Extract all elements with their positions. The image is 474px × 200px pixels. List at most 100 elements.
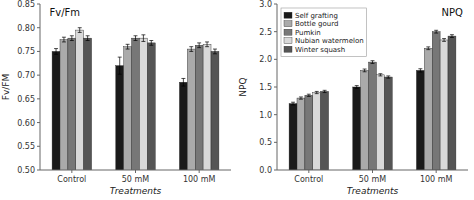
- legend-swatch: [284, 46, 292, 52]
- y-tick-label: 0.85: [17, 0, 35, 9]
- bar: [124, 47, 132, 170]
- x-tick-label: 50 mM: [359, 175, 387, 184]
- y-tick-label: 0.60: [17, 119, 35, 128]
- error-bar: [371, 61, 375, 64]
- bar: [139, 38, 147, 170]
- legend-swatch: [284, 21, 292, 27]
- bar: [432, 32, 440, 170]
- error-bar: [386, 76, 390, 78]
- x-axis-label: Treatments: [347, 186, 399, 196]
- y-tick-label: 0.65: [17, 95, 35, 104]
- x-tick: [199, 170, 200, 173]
- y-axis-line: [277, 4, 278, 170]
- error-bar: [78, 28, 82, 33]
- chart-panel: 0.0 0.5 1.0 1.5 2.0 2.5 3.0 NPQ Control 50 mM 100 …: [238, 0, 468, 196]
- bar: [369, 62, 377, 170]
- y-tick-label: 0.5: [259, 138, 272, 147]
- error-bar: [62, 37, 66, 42]
- bar: [132, 38, 140, 170]
- y-tick-label: 0.75: [17, 47, 35, 56]
- y-tick-label: 0.70: [17, 71, 35, 80]
- error-bar: [54, 49, 58, 55]
- bar: [76, 30, 84, 170]
- bar: [203, 44, 211, 170]
- y-tick-label: 0.50: [17, 166, 35, 175]
- bar: [195, 45, 203, 170]
- y-axis-label: Fv/FM: [1, 74, 11, 100]
- x-tick-label: Control: [57, 175, 86, 184]
- error-bar: [426, 47, 430, 50]
- legend-label: Winter squash: [295, 46, 345, 54]
- bar: [424, 48, 432, 170]
- x-tick: [71, 170, 72, 173]
- bar: [187, 49, 195, 170]
- bar: [440, 40, 448, 170]
- x-tick-label: 100 mM: [420, 175, 453, 184]
- error-bar: [323, 90, 327, 92]
- error-bar: [118, 57, 122, 74]
- plot-area: [52, 28, 219, 170]
- x-tick: [308, 170, 309, 173]
- error-bar: [299, 97, 303, 99]
- bar: [353, 87, 361, 170]
- y-tick-label: 1.5: [259, 83, 272, 92]
- bar: [376, 75, 384, 170]
- error-bar: [149, 41, 153, 46]
- bar: [321, 91, 329, 170]
- bar: [384, 77, 392, 170]
- bar: [60, 40, 68, 170]
- error-bar: [450, 35, 454, 38]
- error-bar: [189, 47, 193, 52]
- y-axis-line: [40, 4, 41, 170]
- legend-label: Self grafting: [295, 12, 338, 20]
- error-bar: [355, 86, 359, 89]
- legend-label: Pumkin: [295, 29, 321, 37]
- y-tick-label: 2.5: [259, 28, 272, 37]
- y-tick-label: 0.55: [17, 142, 35, 151]
- error-bar: [418, 69, 422, 72]
- error-bar: [141, 35, 145, 42]
- x-tick-label: 50 mM: [122, 175, 150, 184]
- error-bar: [307, 94, 311, 96]
- error-bar: [442, 39, 446, 42]
- chart-panel: 0.500.550.600.650.700.750.800.85Fv/FMCon…: [1, 0, 231, 200]
- bar: [147, 43, 155, 170]
- legend-swatch: [284, 38, 292, 44]
- bar: [211, 51, 219, 170]
- x-tick-label: Control: [294, 175, 323, 184]
- error-bar: [213, 49, 217, 54]
- y-tick-label: 1.0: [259, 111, 272, 120]
- error-bar: [378, 74, 382, 76]
- y-tick-label: 0.0: [259, 166, 272, 175]
- error-bar: [363, 69, 367, 72]
- y-axis-label: NPQ: [238, 77, 248, 96]
- error-bar: [197, 43, 201, 48]
- bar: [116, 66, 124, 170]
- figure: 0.500.550.600.650.700.750.800.85Fv/FMCon…: [0, 0, 474, 200]
- error-bar: [134, 36, 138, 41]
- legend-frame: [281, 8, 367, 57]
- legend-label: Nubian watermelon: [295, 37, 364, 45]
- y-tick-label: 3.0: [259, 0, 272, 9]
- bar: [313, 93, 321, 170]
- bar: [416, 70, 424, 170]
- legend: Self graftingBottle gourdPumkinNubian wa…: [281, 8, 367, 57]
- bar: [179, 82, 187, 170]
- bar: [361, 70, 369, 170]
- x-axis-label: Treatments: [110, 186, 162, 196]
- chart-title: Fv/Fm: [50, 7, 81, 18]
- x-tick: [372, 170, 373, 173]
- chart-title: NPQ: [442, 7, 464, 18]
- bar: [68, 38, 76, 170]
- error-bar: [181, 78, 185, 86]
- x-tick-label: 100 mM: [183, 175, 216, 184]
- y-tick-label: 2.0: [259, 55, 272, 64]
- bar: [289, 104, 297, 170]
- error-bar: [315, 91, 319, 93]
- x-tick: [436, 170, 437, 173]
- legend-label: Bottle gourd: [295, 20, 338, 28]
- error-bar: [86, 36, 90, 41]
- bar: [52, 51, 60, 170]
- error-bar: [126, 44, 130, 49]
- legend-swatch: [284, 12, 292, 18]
